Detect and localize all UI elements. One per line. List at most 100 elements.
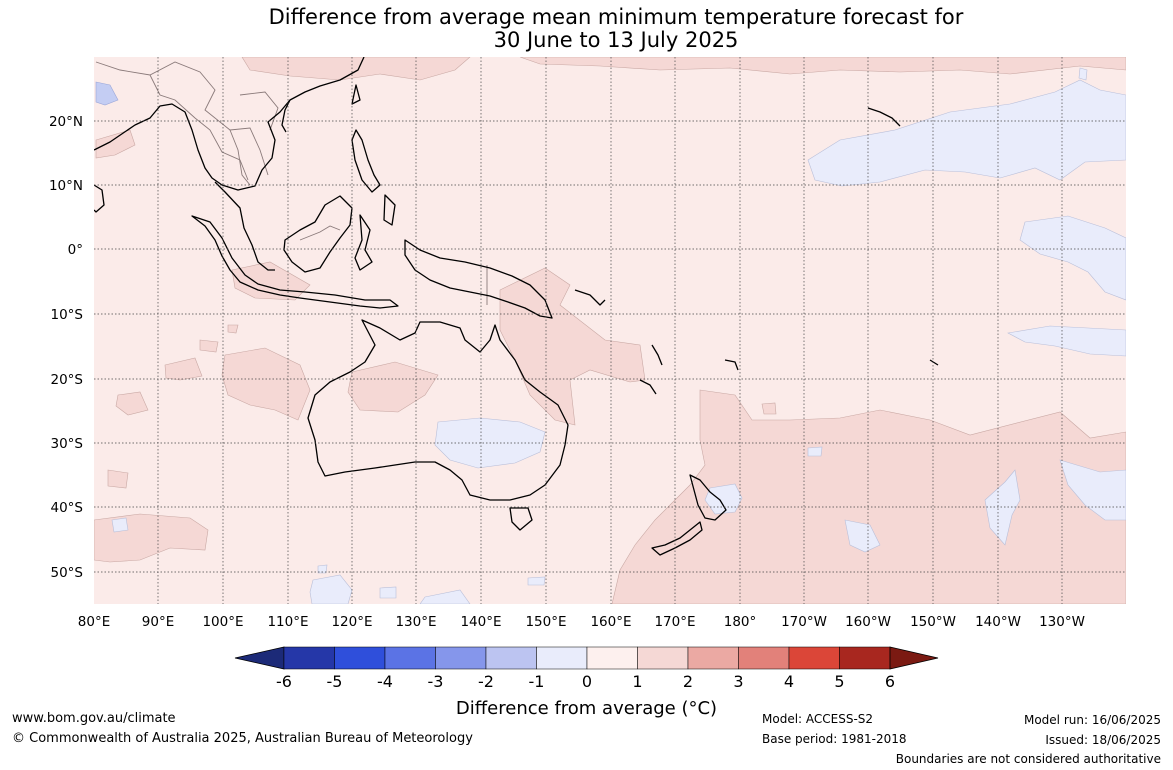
colorbar-tick-label: 1 [632,672,642,691]
lon-label: 140°W [975,614,1021,630]
colorbar-tick-label: 0 [582,672,592,691]
latitude-labels: 20°N 10°N 0° 10°S 20°S 30°S 40°S 50°S [49,114,83,581]
lon-label: 160°W [845,614,891,630]
sri-lanka-area [94,184,105,213]
colorbar-cell [738,646,790,670]
warm-region-indian-ocean-small-2 [115,391,149,416]
lat-label: 40°S [51,500,84,516]
cool-region-nz [704,483,743,515]
warm-region-tiny [199,339,219,353]
cool-region-tiny [807,446,823,457]
malay-peninsula [214,181,275,271]
cool-anomaly-minus2-to-minus1 [95,81,119,106]
lon-label: 80°E [78,614,110,630]
copyright: © Commonwealth of Australia 2025, Austra… [12,731,473,746]
lon-label: 160°E [590,614,631,630]
lon-label: 120°E [331,614,372,630]
cool-region-south-pacific-3 [984,469,1021,546]
hawaii [867,107,901,127]
warm-region-coral-sea [499,267,646,426]
philippines [351,129,381,193]
lat-label: 10°S [51,307,84,323]
lon-label: 100°E [202,614,243,630]
solomon-islands [574,289,606,306]
disclaimer: Boundaries are not considered authoritat… [895,752,1161,766]
colorbar-cell [384,646,436,670]
warm-region-tiny-4 [761,402,777,415]
lon-label: 90°E [142,614,174,630]
colorbar-cell [435,646,487,670]
colorbar-cell [839,646,891,670]
lon-label: 130°E [395,614,436,630]
colorbar-tick-label: -4 [377,672,393,691]
vietnam-coast [281,99,291,133]
lat-label: 30°S [51,436,84,452]
colorbar-cell [283,646,335,670]
cool-region-tiny-2 [111,517,129,533]
warm-region-tiny-3 [107,469,129,489]
bom-url: www.bom.gov.au/climate [12,711,176,726]
lon-label: 130°W [1039,614,1085,630]
graticule [94,57,1126,604]
mainland-asia-coast [94,57,365,191]
cool-region-southern-ocean-2 [419,589,471,604]
base-period: Base period: 1981-2018 [762,732,907,746]
colorbar-tick-label: 5 [834,672,844,691]
issued-date: Issued: 18/06/2025 [1045,733,1161,747]
colorbar-cell [334,646,386,670]
colorbar-extend-low [234,646,285,670]
tasmania [509,507,533,531]
colorbar-tick-label: -5 [327,672,343,691]
colorbar-cell [788,646,840,670]
new-caledonia [639,379,657,395]
lon-label: 180° [724,614,757,630]
coastlines [94,57,939,556]
new-zealand-south [651,521,703,556]
cool-region-south-pacific-4 [1059,459,1126,521]
australia [307,319,569,501]
colorbar-title: Difference from average (°C) [455,698,718,719]
fiji [724,359,739,371]
colorbar-cell [536,646,588,670]
mindanao [383,194,396,226]
lat-label: 10°N [49,178,83,194]
new-guinea [404,239,553,319]
lon-label: 170°E [654,614,695,630]
sumatra-java [191,215,399,309]
colorbar-tick-label: 2 [683,672,693,691]
lon-label: 170°W [781,614,827,630]
colorbar-tick-label: -2 [478,672,494,691]
warm-anomaly-1-to-2 [94,57,1126,604]
map-title-line-1: Difference from average mean minimum tem… [268,5,964,29]
sulawesi [354,214,373,271]
colorbar-tick-label: -1 [529,672,545,691]
new-zealand-north [689,474,727,521]
colorbar-tick-label: -3 [428,672,444,691]
small-islands [929,359,939,366]
colorbar-tick-label: 4 [784,672,794,691]
lon-label: 140°E [460,614,501,630]
warm-region-south-pacific [611,389,1126,604]
warm-region-north-pacific [519,57,1126,75]
cool-region-tiny-5 [527,576,546,586]
cool-region-tiny-4 [379,586,397,599]
model-name: Model: ACCESS-S2 [762,712,874,726]
lat-label: 20°S [51,372,84,388]
model-run: Model run: 16/06/2025 [1023,713,1161,727]
cool-region-south-pacific-small [1007,325,1126,357]
cool-region-south-pacific-2 [844,519,881,553]
anomaly-regions [94,57,1126,604]
taiwan [351,84,361,105]
vanuatu [651,344,663,366]
colorbar-cell [485,646,537,670]
colorbar-cell [637,646,689,670]
country-borders [95,61,488,305]
borneo [283,195,353,273]
warm-region-north-asia [241,57,471,81]
longitude-labels: 80°E 90°E 100°E 110°E 120°E 130°E 140°E … [78,614,1085,630]
cool-region-north-pacific [807,79,1126,187]
lon-label: 150°W [910,614,956,630]
lat-label: 20°N [49,114,83,130]
lat-label: 50°S [51,565,84,581]
